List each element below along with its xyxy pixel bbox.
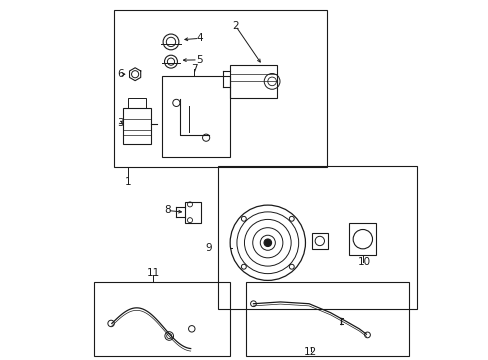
Bar <box>230 65 276 98</box>
Bar <box>217 166 416 309</box>
Text: 12: 12 <box>304 347 317 357</box>
Bar <box>311 233 327 249</box>
Text: 11: 11 <box>146 268 160 278</box>
Bar <box>246 282 408 356</box>
Text: 7: 7 <box>191 64 197 74</box>
Bar <box>128 98 145 108</box>
Text: 2: 2 <box>232 21 238 31</box>
Text: 6: 6 <box>117 69 124 79</box>
Bar <box>185 202 201 223</box>
Text: 4: 4 <box>196 33 203 43</box>
Text: 9: 9 <box>205 243 211 253</box>
Text: 1: 1 <box>124 177 131 187</box>
Bar <box>162 76 230 157</box>
Circle shape <box>264 239 271 247</box>
Text: 8: 8 <box>164 206 170 216</box>
Bar <box>94 282 230 356</box>
Text: 5: 5 <box>196 55 203 65</box>
Bar <box>113 10 326 167</box>
Bar <box>123 108 150 144</box>
Bar <box>348 223 376 255</box>
Text: 10: 10 <box>357 257 370 267</box>
Text: 3: 3 <box>117 118 124 128</box>
